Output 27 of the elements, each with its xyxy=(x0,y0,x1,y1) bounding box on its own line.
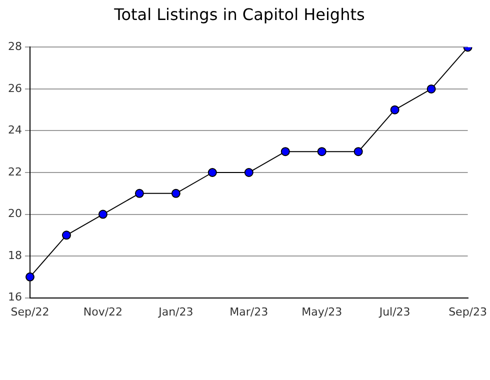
point xyxy=(317,147,326,156)
x-tick-label: Jan/23 xyxy=(158,305,194,318)
point xyxy=(208,168,217,177)
point xyxy=(390,105,400,114)
point xyxy=(98,210,108,219)
y-tick-label: 16 xyxy=(8,290,22,304)
y-tick-label: 24 xyxy=(8,124,22,137)
y-tick-label: 26 xyxy=(8,82,22,95)
y-tick-label: 22 xyxy=(8,165,22,178)
point xyxy=(426,84,436,94)
point xyxy=(171,188,180,198)
x-tick-label: May/23 xyxy=(302,305,342,318)
x-tick-label: Nov/22 xyxy=(83,305,123,318)
point xyxy=(354,147,363,156)
point xyxy=(62,230,71,240)
x-tick-label: Mar/23 xyxy=(230,305,268,318)
point xyxy=(280,147,290,156)
point xyxy=(244,168,254,177)
x-tick-label: Sep/23 xyxy=(448,305,487,318)
y-tick-label: 18 xyxy=(8,248,22,262)
x-tick-label: Jul/23 xyxy=(378,305,410,318)
x-tick-label: Sep/22 xyxy=(10,305,50,318)
y-tick-label: 28 xyxy=(8,40,22,54)
chart-title: Total Listings in Capitol Heights xyxy=(113,4,365,24)
point xyxy=(134,188,144,198)
point xyxy=(25,272,34,282)
y-tick-label: 20 xyxy=(8,207,22,220)
